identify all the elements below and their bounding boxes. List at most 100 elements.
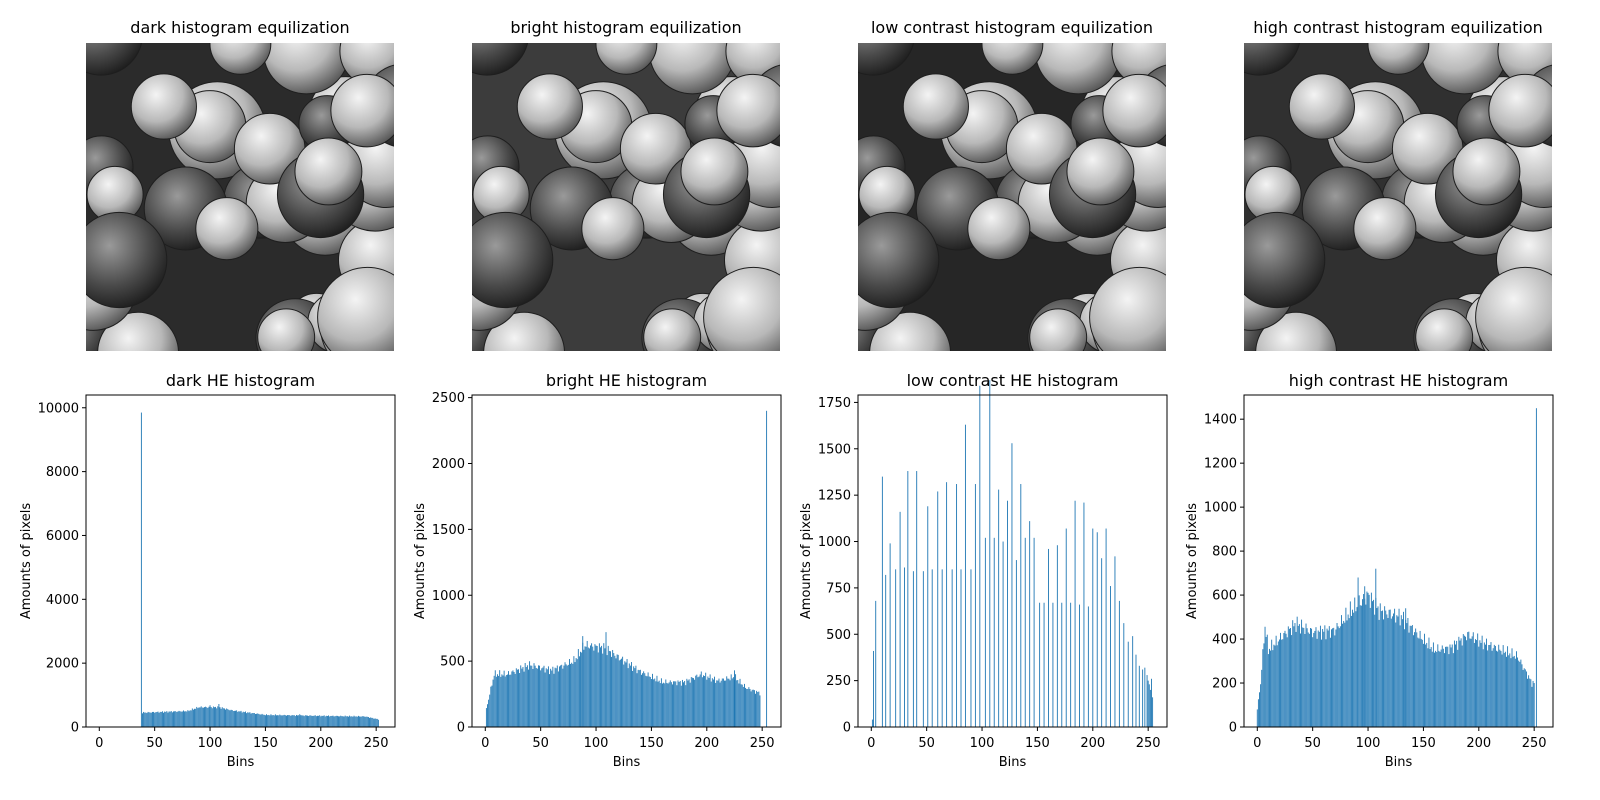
histogram-bar	[611, 656, 612, 727]
histogram-bar	[184, 711, 186, 727]
marble	[643, 308, 702, 351]
histogram-bar	[951, 569, 953, 727]
histogram-bar	[636, 673, 638, 727]
histogram-bar	[1437, 644, 1439, 727]
image-title-low-contrast: low contrast histogram equilization	[870, 18, 1153, 37]
histogram-bar	[931, 569, 933, 727]
histogram-bar	[339, 716, 341, 727]
histogram-bar	[210, 707, 212, 727]
x-tick-label: 150	[253, 736, 278, 751]
histogram-bar	[681, 679, 683, 727]
histogram-bar	[190, 710, 192, 727]
y-tick-label: 600	[1212, 589, 1237, 604]
y-tick-label: 6000	[46, 529, 79, 544]
histogram-bar	[1323, 631, 1325, 727]
histogram-bar	[1301, 619, 1303, 727]
histogram-bar	[687, 680, 689, 727]
histogram-bar	[1425, 644, 1427, 727]
histogram-bar	[223, 708, 225, 727]
histogram-bar	[1373, 599, 1375, 727]
histogram-bar	[665, 679, 667, 727]
histogram-bar	[1447, 646, 1449, 727]
histogram-bar	[492, 679, 494, 727]
equalized-image-dark	[86, 43, 394, 351]
histogram-bar	[243, 712, 245, 727]
histogram-bar	[691, 677, 693, 727]
histogram-bar	[1397, 616, 1399, 727]
equalized-image-bright	[472, 43, 780, 351]
histogram-bar	[542, 667, 544, 727]
histogram-bar	[152, 711, 153, 727]
histogram-bar	[1418, 638, 1420, 727]
histogram-bar	[267, 715, 269, 727]
histogram-bar	[274, 714, 276, 727]
y-tick-label: 1750	[818, 396, 851, 411]
histogram-bar	[705, 672, 707, 727]
histogram-bar	[732, 677, 734, 727]
histogram-bar	[672, 684, 673, 727]
histogram-bar	[1354, 597, 1356, 727]
histogram-bar	[183, 710, 184, 727]
histogram-bar	[1310, 628, 1311, 727]
histogram-bar	[1426, 642, 1428, 727]
x-tick-label: 0	[481, 736, 489, 751]
histogram-bar	[614, 655, 616, 727]
histogram-bar	[1294, 623, 1296, 727]
histogram-bar	[314, 715, 316, 727]
histogram-bar	[350, 716, 352, 727]
histogram-bar	[1135, 654, 1137, 727]
histogram-bar	[989, 380, 991, 727]
histogram-bar	[699, 674, 701, 727]
histogram-bar	[573, 656, 575, 727]
histogram-bar	[656, 675, 658, 727]
histogram-bar	[625, 662, 627, 727]
histogram-bar	[1148, 684, 1150, 727]
histogram-bar	[1481, 635, 1483, 727]
x-tick-label: 250	[750, 736, 775, 751]
histogram-bar	[317, 715, 318, 727]
histogram-bar	[540, 670, 542, 727]
histogram-bar	[1471, 636, 1473, 727]
histogram-bar	[238, 711, 240, 727]
histogram-bar	[202, 707, 204, 727]
marble	[516, 73, 583, 140]
histogram-bar	[305, 715, 307, 727]
histogram-bar	[1363, 594, 1365, 727]
histogram-bar	[251, 713, 253, 727]
histogram-bar	[1339, 626, 1341, 727]
histogram-bar	[751, 689, 753, 727]
histogram-bar	[312, 715, 314, 727]
histogram-bar	[1488, 645, 1490, 727]
histogram-bar	[645, 675, 647, 727]
histogram-bar	[286, 715, 287, 727]
histogram-bar	[719, 682, 721, 727]
histogram-bar	[582, 636, 584, 727]
histogram-bar	[1459, 640, 1461, 727]
histogram-bar	[666, 682, 668, 727]
histogram-bar	[249, 712, 251, 727]
marble	[716, 73, 780, 148]
histogram-bar	[1434, 652, 1435, 727]
histogram-bar	[1521, 664, 1523, 727]
x-tick-label: 150	[1025, 736, 1050, 751]
histogram-bar	[487, 704, 488, 727]
histogram-bar	[168, 711, 170, 727]
histogram-bar	[1065, 528, 1067, 727]
x-axis-label: Bins	[999, 755, 1027, 770]
marble-image-svg	[1244, 43, 1552, 351]
histogram-bar	[757, 692, 759, 727]
histogram-bar	[200, 706, 202, 727]
histogram-bar	[1502, 645, 1504, 727]
histogram-bar	[657, 681, 659, 727]
histogram-bar	[356, 716, 358, 727]
histogram-bar	[1326, 628, 1328, 727]
histogram-bar	[144, 712, 146, 727]
histogram-bar	[304, 715, 306, 727]
histogram-bar	[1408, 632, 1410, 727]
histogram-bar	[730, 674, 732, 727]
x-tick-label: 150	[1411, 736, 1436, 751]
histogram-bar	[745, 687, 747, 727]
histogram-bar	[1399, 625, 1401, 727]
histogram-bar	[535, 667, 537, 727]
